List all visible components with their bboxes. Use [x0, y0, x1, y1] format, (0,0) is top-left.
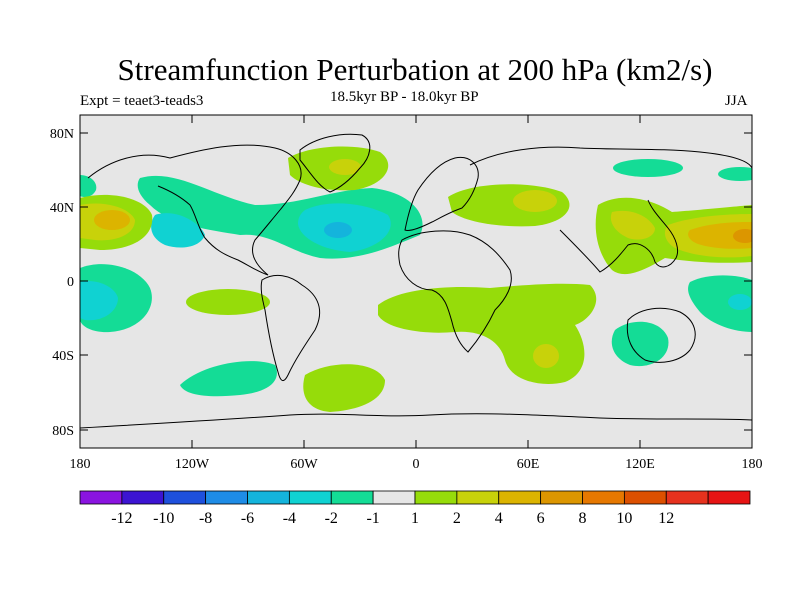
colorbar-label: 6: [537, 510, 545, 527]
negative-core-central-pacific: [80, 280, 118, 321]
coastline-greenland: [299, 133, 371, 193]
anomaly-fields: [80, 146, 752, 412]
lon-label-180e: 180: [742, 457, 763, 472]
colorbar-swatch: [623, 490, 667, 505]
colorbar-label: -1: [366, 510, 379, 527]
lon-label-180w: 180: [70, 457, 91, 472]
longitude-axis: [191, 115, 641, 448]
coastline-europe: [404, 156, 479, 231]
colorbar-label: -2: [325, 510, 338, 527]
colorbar-swatch: [456, 490, 500, 505]
positive-region-southern-ocean: [303, 364, 385, 412]
negative-region-australia: [611, 321, 669, 367]
colorbar-swatch: [205, 490, 248, 505]
lon-label-120w: 120W: [175, 457, 210, 472]
colorbar-label: -4: [283, 510, 296, 527]
lon-label-60e: 60E: [517, 457, 540, 472]
colorbar-swatch: [247, 490, 290, 505]
colorbar-swatch: [707, 490, 751, 505]
coastlines: [80, 133, 752, 429]
lat-label-80s: 80S: [52, 424, 74, 439]
lat-label-80n: 80N: [50, 127, 74, 142]
positive-core-eurasia: [513, 190, 557, 212]
colorbar-label: -8: [199, 510, 212, 527]
lat-label-40s: 40S: [52, 349, 74, 364]
lat-label-40n: 40N: [50, 201, 74, 216]
positive-region-south-pacific: [186, 289, 270, 315]
colorbar-swatch: [498, 490, 542, 505]
colorbar-swatch: [121, 490, 165, 505]
negative-core-southwest-pacific: [728, 294, 752, 310]
coastline-antarctica: [80, 413, 752, 429]
coastline-asia: [469, 146, 752, 273]
negative-core-west-pacific: [151, 213, 205, 248]
colorbar-label: 4: [495, 510, 503, 527]
positive-max-subtropical-pacific: [733, 229, 752, 243]
negative-region-southwest-pacific: [688, 275, 752, 332]
positive-core-arctic: [329, 159, 361, 175]
colorbar-label: -6: [241, 510, 254, 527]
colorbar-label: 1: [411, 510, 419, 527]
colorbar-label: -10: [153, 510, 174, 527]
season-label: JJA: [725, 93, 748, 109]
lon-label-120e: 120E: [625, 457, 655, 472]
colorbar-swatch: [540, 490, 583, 505]
positive-strong-subtropical-pacific: [688, 222, 752, 249]
negative-center-atlantic: [324, 222, 352, 238]
lon-label-0: 0: [413, 457, 420, 472]
latitude-axis: [80, 132, 752, 431]
colorbar-swatch: [582, 490, 625, 505]
colorbar-label: 8: [579, 510, 587, 527]
period-label: 18.5kyr BP - 18.0kyr BP: [330, 89, 479, 105]
lon-label-60w: 60W: [290, 457, 318, 472]
colorbar-label: 10: [616, 510, 632, 527]
positive-core-indian-ocean: [533, 344, 559, 368]
colorbar-swatch: [163, 490, 207, 505]
colorbar-label: 12: [658, 510, 674, 527]
coastline-north-america: [87, 144, 302, 276]
coastline-south-america: [260, 274, 320, 382]
colorbar-swatch: [414, 490, 458, 505]
colorbar-label: -12: [111, 510, 132, 527]
colorbar-swatch: [665, 490, 709, 505]
map-title: Streamfunction Perturbation at 200 hPa (…: [117, 52, 713, 87]
lat-label-eq: 0: [67, 275, 74, 290]
colorbar-swatch: [330, 490, 374, 505]
colorbar-label: 2: [453, 510, 461, 527]
positive-center-north-pacific: [94, 210, 130, 230]
coastline-australia: [626, 307, 696, 363]
colorbar-swatch: [79, 490, 123, 505]
negative-region-south-pacific: [180, 361, 277, 397]
negative-region-nw-pacific-edge: [80, 175, 97, 198]
colorbar: -12 -10 -8 -6 -4 -2 -1 1 2 4 6 8 10 12: [79, 490, 751, 527]
colorbar-swatch: [372, 490, 416, 505]
coastline-africa: [398, 230, 512, 353]
experiment-label: Expt = teaet3-teads3: [80, 93, 204, 109]
colorbar-swatch: [288, 490, 332, 505]
negative-region-siberia: [613, 159, 683, 177]
negative-region-east-siberia: [718, 167, 752, 181]
positive-core-west-pacific: [610, 210, 655, 240]
